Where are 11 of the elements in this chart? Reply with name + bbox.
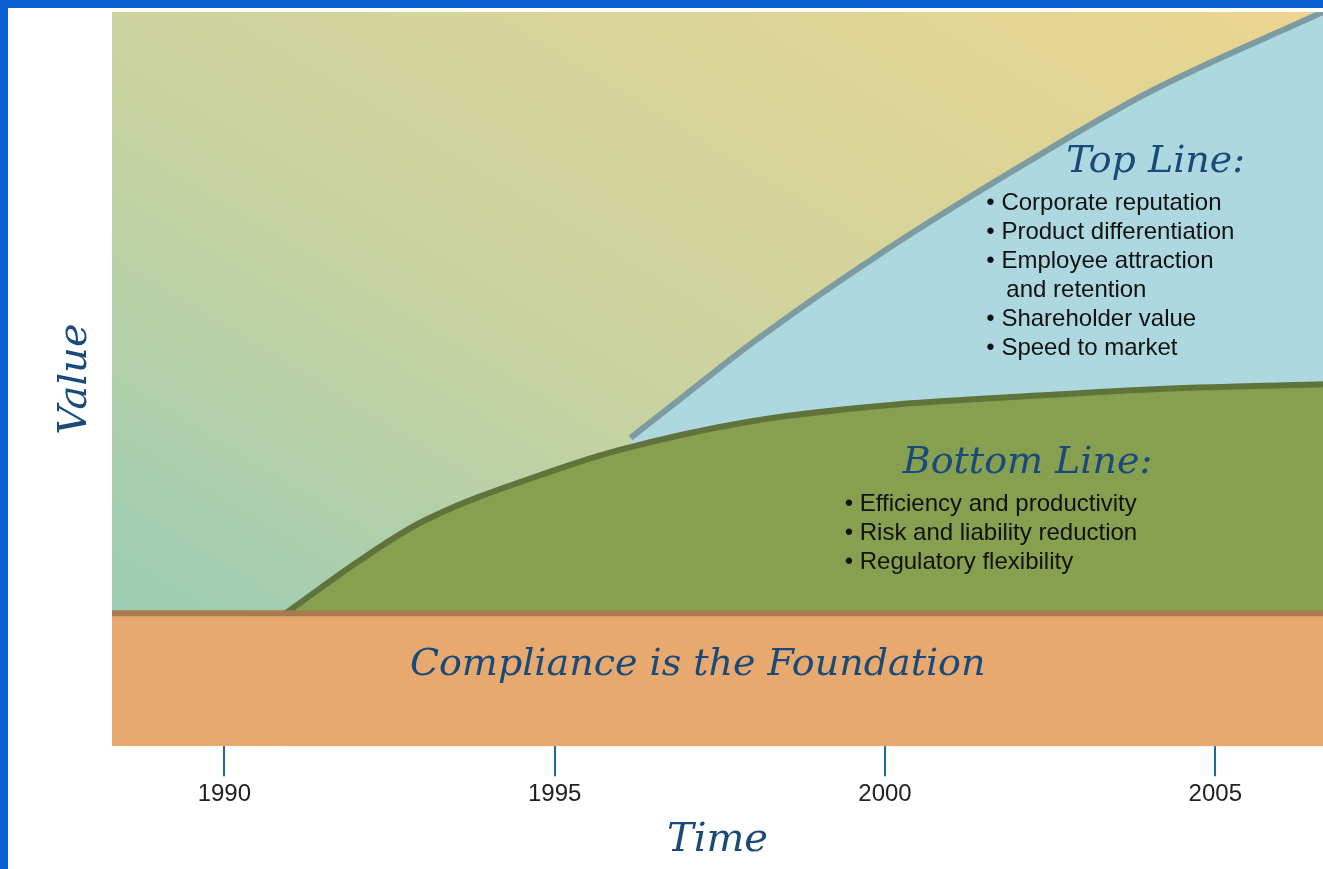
annotation: • Corporate reputation • Product differentiation • Employee attraction and retention • Shareholder value • Speed to market [986, 187, 1235, 360]
x-tick-label: 2005 [1188, 779, 1243, 807]
annotation: Bottom Line: [901, 438, 1153, 483]
x-tick-label: 1995 [527, 779, 582, 807]
annotation: • Efficiency and productivity • Risk and liability reduction • Regulatory flexibility [844, 488, 1138, 574]
annotation: Compliance is the Foundation [409, 640, 986, 685]
x-axis-title: Time [666, 814, 769, 861]
y-axis-title: Value [49, 323, 96, 435]
x-tick-label: 2000 [858, 779, 912, 807]
annotation: Top Line: [1066, 136, 1246, 181]
x-tick-label: 1990 [197, 779, 252, 807]
